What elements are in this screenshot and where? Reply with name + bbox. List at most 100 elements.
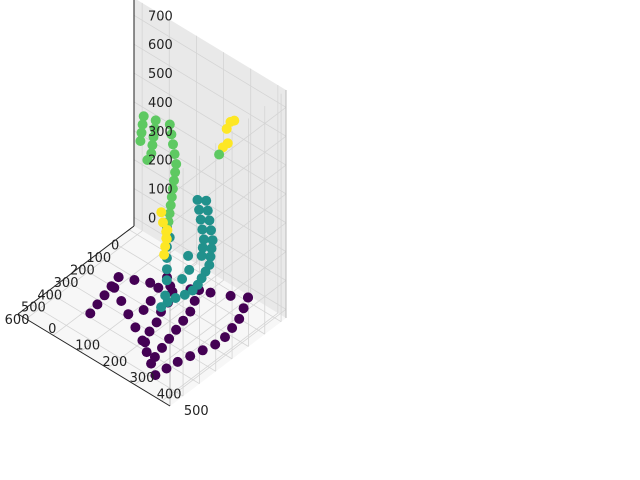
data-point	[129, 275, 140, 285]
data-point	[160, 241, 171, 252]
data-point	[161, 363, 172, 374]
data-point	[170, 167, 181, 178]
data-point	[136, 127, 147, 138]
data-point	[172, 356, 183, 367]
data-point	[156, 302, 167, 313]
data-point	[221, 123, 232, 134]
pane-floor	[18, 226, 286, 406]
data-point	[138, 305, 149, 315]
data-point	[146, 358, 157, 369]
data-point	[210, 339, 221, 350]
data-point	[85, 308, 96, 319]
data-point	[142, 155, 153, 165]
data-point	[106, 281, 117, 292]
data-point	[169, 175, 179, 186]
y-tick-label: 500	[184, 404, 209, 419]
y-tick-label: 400	[157, 388, 182, 403]
z-tick-label: 300	[148, 125, 173, 140]
data-point	[177, 274, 188, 284]
data-point	[161, 275, 172, 286]
data-point	[157, 342, 167, 353]
data-point	[197, 242, 208, 253]
data-point	[184, 264, 195, 275]
grid-y-floor	[80, 263, 197, 353]
z-tick-label: 600	[148, 38, 173, 53]
data-point	[243, 292, 253, 303]
data-point	[194, 204, 205, 215]
data-point	[238, 303, 249, 314]
grid-x-floor	[30, 303, 184, 397]
grid-z-right	[133, 130, 287, 224]
data-point	[187, 285, 198, 296]
data-point	[164, 119, 175, 130]
data-point	[205, 287, 216, 298]
data-point	[137, 335, 148, 346]
grid-y-floor	[25, 230, 143, 320]
data-point	[192, 194, 203, 205]
data-point	[168, 139, 178, 150]
x-tick-label: 0	[111, 239, 119, 254]
data-point	[161, 264, 172, 275]
data-point	[165, 200, 176, 211]
grid-z-right	[133, 43, 287, 137]
data-point	[145, 277, 156, 288]
x-tick-label: 300	[54, 276, 79, 291]
data-point	[170, 293, 181, 303]
grid-z-left	[169, 135, 287, 225]
y-tick-label: 200	[102, 355, 127, 370]
data-point	[137, 119, 148, 130]
grid-y-floor	[134, 296, 251, 385]
data-point	[183, 250, 194, 261]
data-point	[227, 323, 238, 333]
data-point	[156, 207, 167, 218]
data-point	[207, 235, 218, 246]
data-point	[202, 205, 213, 216]
data-point	[138, 111, 149, 122]
axis-line-y	[17, 225, 135, 315]
x-tick-label: 600	[5, 313, 30, 328]
data-point	[147, 140, 158, 151]
data-point	[171, 324, 182, 335]
y-tick-label: 100	[75, 338, 100, 353]
data-point	[153, 282, 164, 293]
y-tick-label: 0	[48, 322, 56, 337]
data-point	[150, 115, 161, 126]
data-point	[159, 249, 170, 260]
data-point	[141, 347, 152, 358]
tick-labels: 0100200300400500600010020030040050001002…	[5, 9, 209, 419]
data-point	[185, 306, 196, 317]
axis-line-x	[17, 313, 171, 407]
data-point	[167, 183, 178, 194]
data-point	[161, 226, 172, 237]
x-tick-label: 200	[70, 264, 95, 279]
grid-x-floor	[47, 291, 200, 385]
grid-z-left	[169, 106, 287, 196]
z-tick-label: 100	[148, 182, 173, 197]
data-point	[130, 322, 141, 333]
data-point	[178, 315, 189, 326]
data-point	[113, 272, 124, 283]
data-point	[166, 129, 177, 140]
data-point	[204, 215, 215, 226]
data-point	[158, 217, 168, 228]
data-point	[148, 131, 159, 142]
data-point	[135, 136, 146, 146]
data-point	[164, 208, 175, 219]
grid-z-right	[133, 14, 287, 108]
grid-y-floor	[107, 279, 224, 369]
y-tick-label: 300	[130, 371, 155, 386]
z-tick-label: 400	[148, 96, 173, 111]
data-point	[160, 290, 171, 301]
data-point	[206, 225, 216, 236]
data-point	[197, 224, 208, 235]
data-point	[220, 332, 230, 343]
data-point	[179, 289, 190, 300]
data-point	[166, 192, 177, 202]
axis-panes	[18, 0, 286, 406]
data-point	[195, 214, 206, 225]
data-point	[164, 333, 175, 344]
data-point	[144, 326, 155, 337]
data-point	[214, 149, 225, 160]
x-tick-label: 100	[86, 251, 111, 266]
data-point	[123, 309, 134, 320]
